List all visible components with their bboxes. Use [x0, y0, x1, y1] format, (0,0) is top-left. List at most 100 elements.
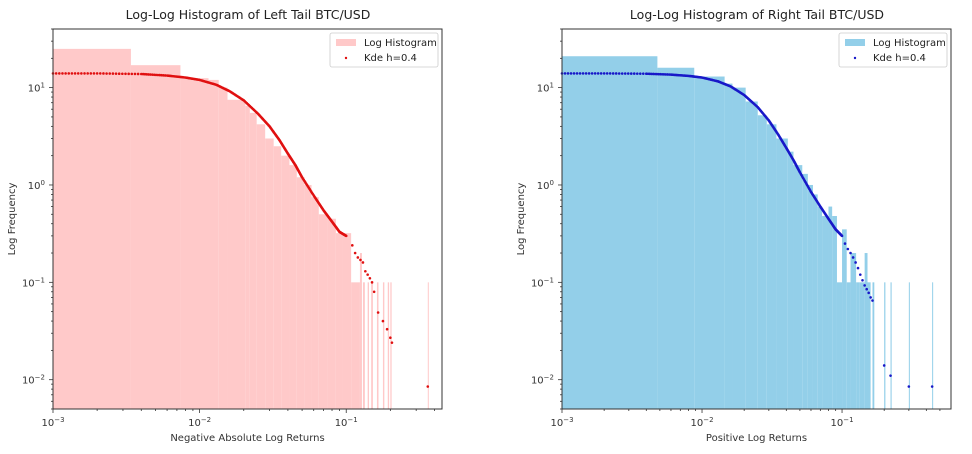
- kde-point: [83, 72, 86, 75]
- kde-point: [108, 72, 112, 75]
- legend-box: [329, 32, 439, 68]
- histogram-bar: [256, 124, 266, 410]
- kde-point: [267, 124, 271, 127]
- x-tick-label: 10−2: [188, 416, 211, 429]
- kde-point: [366, 273, 369, 276]
- legend-box: [838, 32, 948, 68]
- x-tick-label: 10−2: [690, 416, 713, 429]
- kde-point: [578, 72, 582, 75]
- kde-point: [882, 364, 886, 367]
- kde-point: [605, 72, 609, 75]
- x-axis-label: Negative Absolute Log Returns: [170, 433, 324, 444]
- kde-point: [602, 72, 606, 75]
- kde-point: [227, 89, 230, 92]
- y-tick-label: 100: [28, 179, 45, 192]
- kde-point: [162, 74, 165, 77]
- kde-point: [353, 251, 357, 255]
- kde-point: [667, 73, 671, 76]
- kde-point: [121, 72, 124, 76]
- kde-point: [147, 73, 150, 76]
- kde-point: [385, 327, 389, 331]
- y-tick-label: 101: [28, 82, 45, 95]
- kde-point: [163, 74, 167, 77]
- kde-point: [197, 78, 200, 82]
- legend-label-histogram: Log Histogram: [364, 38, 437, 49]
- kde-point: [92, 72, 96, 75]
- kde-point: [593, 72, 597, 75]
- histogram-bar: [362, 282, 365, 409]
- histogram-bar: [376, 282, 379, 409]
- histogram-bar: [864, 253, 868, 409]
- kde-point: [149, 73, 152, 76]
- kde-point: [70, 72, 74, 75]
- histogram-bar: [318, 214, 328, 409]
- legend: Log Histogram Kde h=0.4: [838, 32, 948, 68]
- kde-point: [143, 72, 147, 76]
- histogram-bars: [562, 56, 934, 410]
- histogram-bar: [867, 282, 871, 409]
- kde-point: [368, 277, 372, 280]
- kde-point: [127, 72, 130, 76]
- y-tick-label: 10−1: [22, 276, 45, 289]
- kde-point: [584, 72, 588, 75]
- kde-point: [863, 284, 866, 287]
- kde-point: [641, 72, 645, 75]
- kde-point: [389, 336, 392, 340]
- kde-point: [623, 72, 627, 75]
- kde-point: [635, 72, 639, 75]
- histogram-bar: [822, 216, 829, 409]
- y-tick-label: 101: [537, 82, 554, 95]
- histogram-bar: [807, 184, 813, 409]
- kde-point: [381, 319, 385, 323]
- legend-swatch-histogram: [336, 39, 356, 46]
- histogram-bar: [208, 79, 219, 409]
- y-axis-ticks: 10−2 10−1 100 101: [531, 28, 562, 410]
- kde-point: [351, 244, 354, 247]
- kde-point: [685, 74, 689, 78]
- kde-point: [111, 72, 115, 75]
- legend-label-kde: Kde h=0.4: [364, 53, 417, 64]
- histogram-bar: [890, 282, 892, 409]
- kde-point: [741, 93, 745, 96]
- kde-point: [596, 72, 600, 75]
- kde-point: [867, 291, 870, 295]
- x-axis-label: Positive Log Returns: [706, 433, 807, 444]
- histogram-bar: [694, 76, 725, 410]
- kde-point: [89, 72, 93, 75]
- kde-point: [124, 72, 127, 76]
- histogram-bar: [657, 67, 695, 410]
- legend-marker-kde: [344, 56, 348, 60]
- kde-point: [581, 72, 585, 75]
- kde-point: [426, 385, 430, 388]
- histogram-bar: [327, 218, 336, 409]
- y-axis-label: Log Frequency: [516, 183, 527, 256]
- x-tick-label: 10−1: [335, 416, 358, 429]
- histogram-bar: [335, 233, 343, 409]
- kde-point: [563, 72, 567, 75]
- histogram-bar: [856, 282, 860, 409]
- kde-point: [133, 72, 137, 76]
- kde-point: [117, 72, 121, 75]
- kde-point: [277, 137, 280, 141]
- y-tick-label: 10−2: [531, 374, 554, 387]
- histogram-bar: [859, 282, 865, 409]
- kde-point: [182, 76, 186, 79]
- kde-points: [560, 72, 934, 388]
- kde-point: [808, 189, 812, 192]
- kde-point: [930, 385, 934, 388]
- kde-point: [766, 118, 770, 121]
- kde-point: [629, 72, 633, 75]
- kde-point: [843, 242, 847, 245]
- kde-point: [575, 72, 579, 75]
- kde-point: [154, 73, 158, 77]
- histogram-bar: [846, 282, 851, 409]
- histogram-bar: [832, 216, 837, 409]
- histogram-bar: [828, 206, 833, 409]
- kde-point: [614, 72, 618, 75]
- histogram-bar: [130, 65, 181, 410]
- histogram-bar: [872, 282, 875, 409]
- kde-point: [569, 72, 573, 75]
- legend-label-histogram: Log Histogram: [873, 38, 946, 49]
- histogram-bar: [289, 165, 297, 409]
